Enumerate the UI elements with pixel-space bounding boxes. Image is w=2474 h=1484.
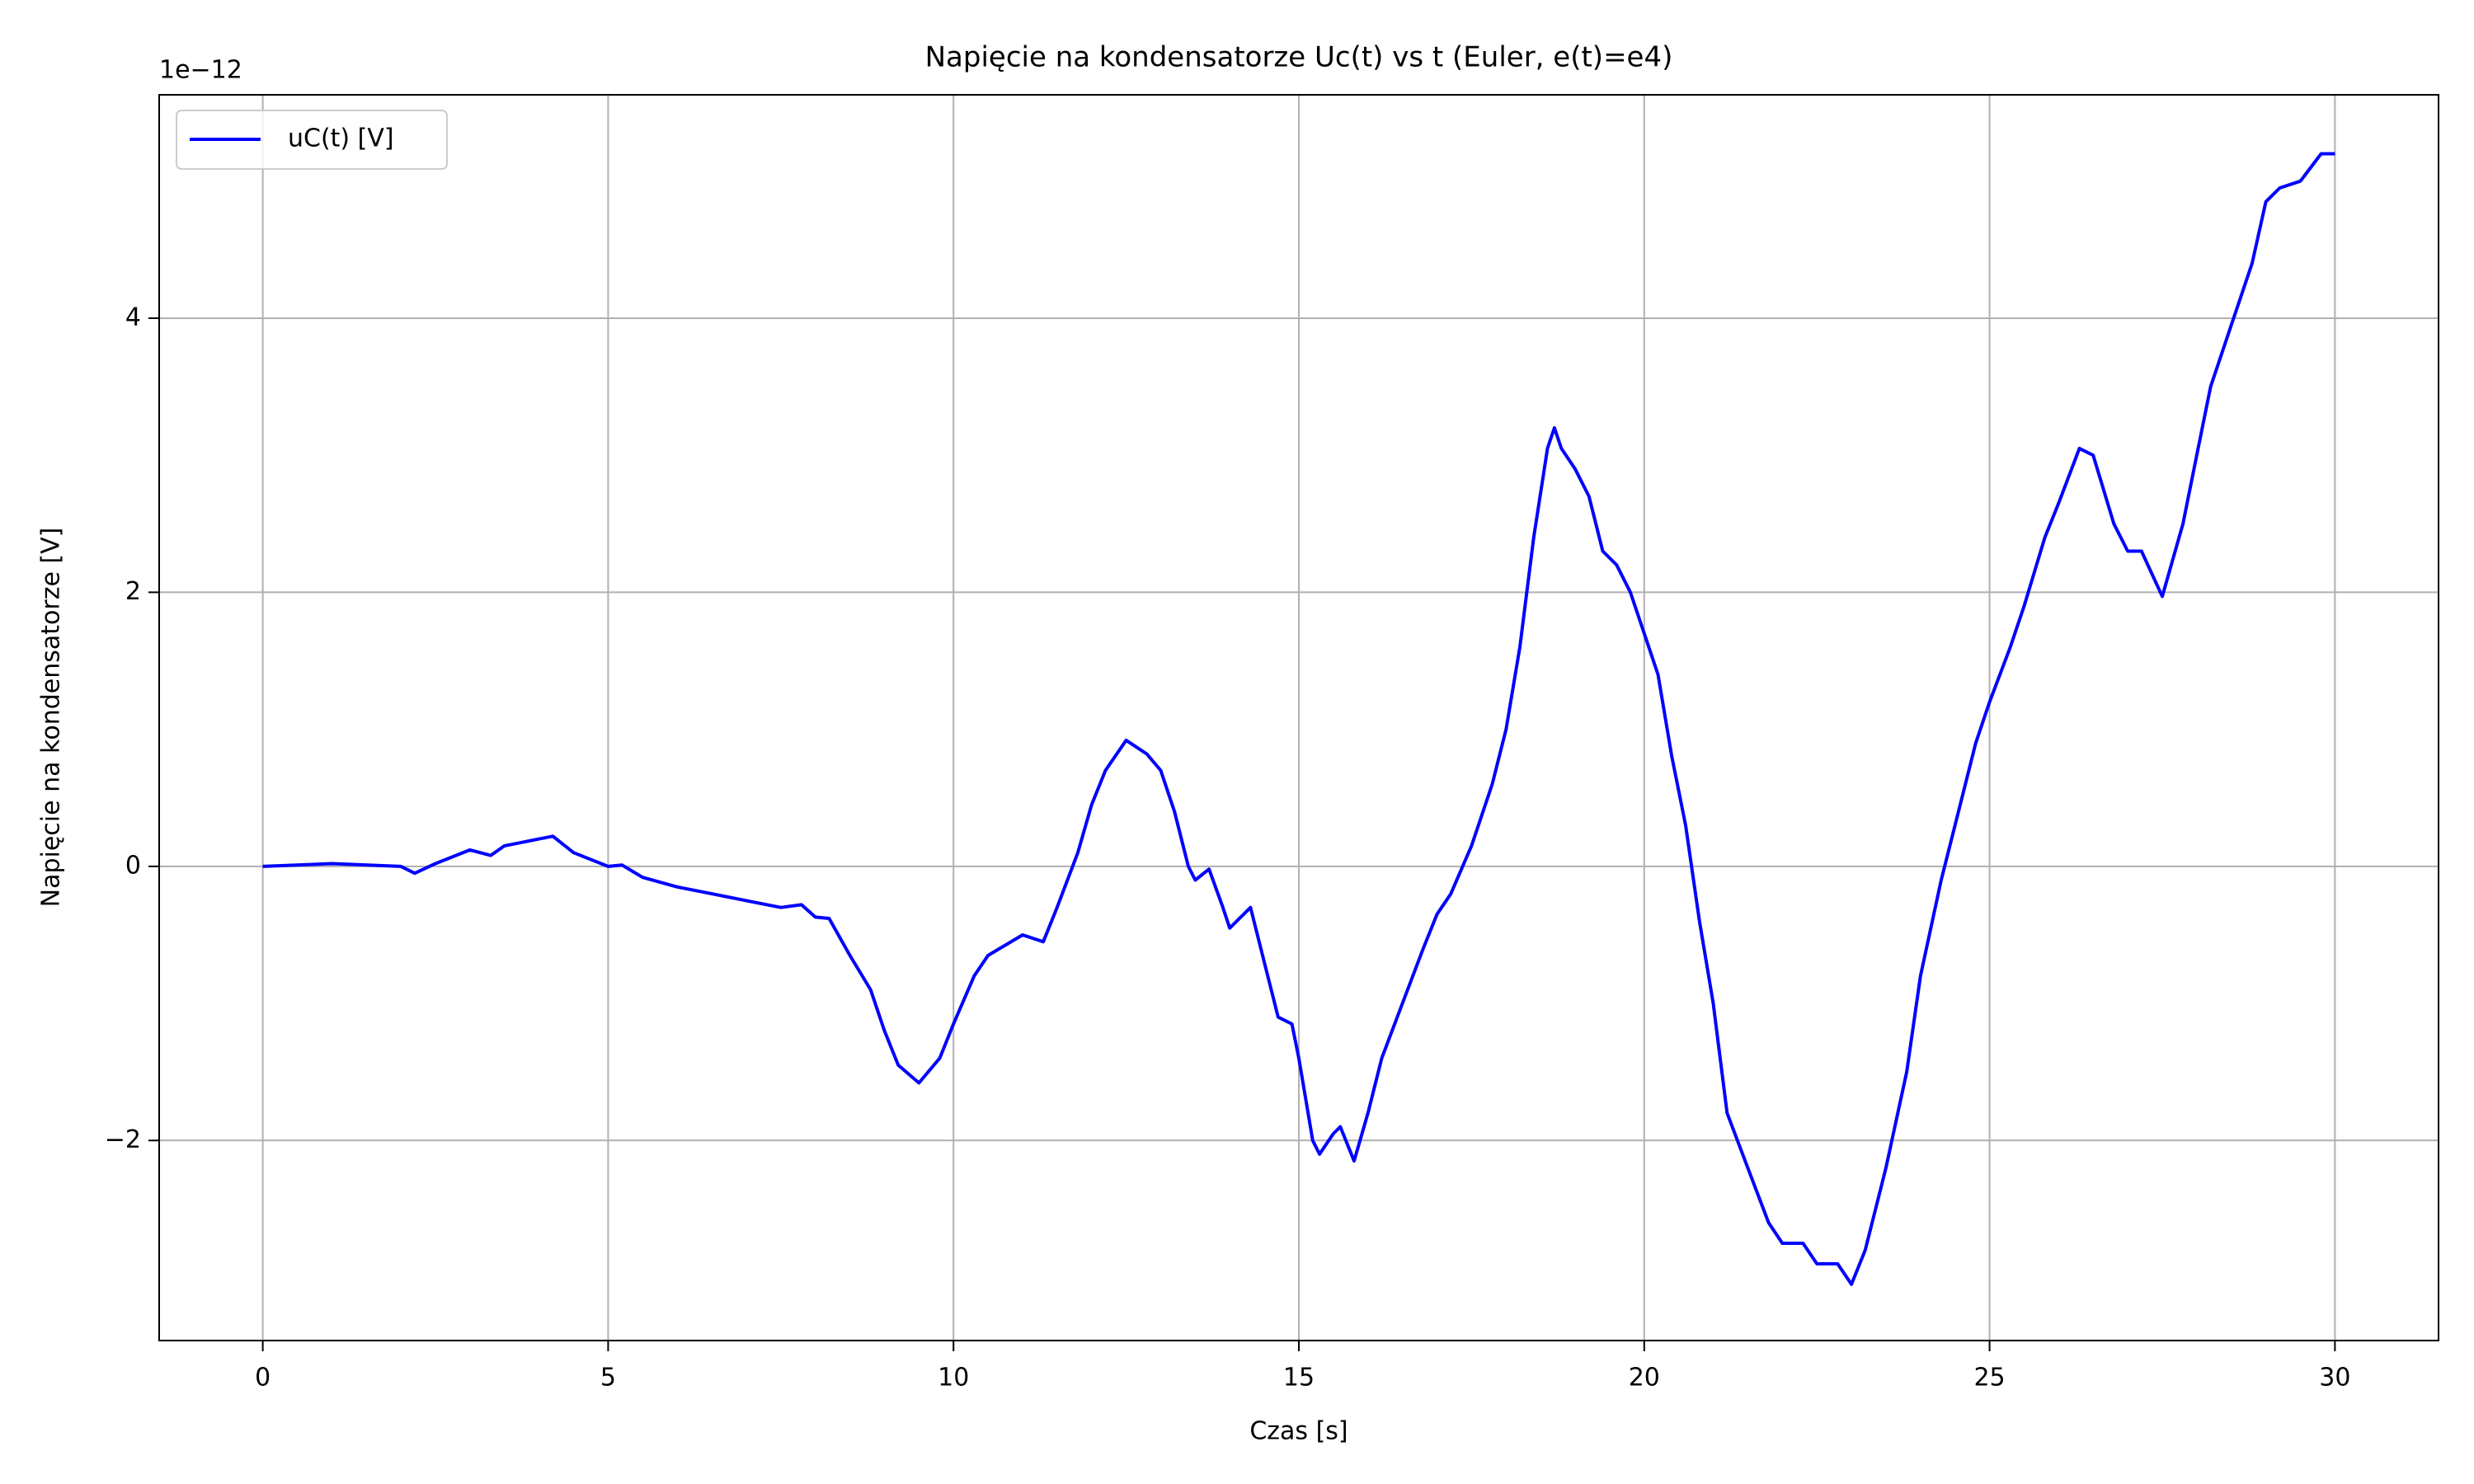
data-line xyxy=(262,152,2335,1286)
x-tick-label: 15 xyxy=(1283,1364,1315,1392)
y-axis-label: Napięcie na kondensatorze [V] xyxy=(37,528,66,908)
chart-title: Napięcie na kondensatorze Uc(t) vs t (Eu… xyxy=(925,41,1673,74)
legend-box xyxy=(176,110,448,170)
x-tick-label: 10 xyxy=(938,1364,969,1392)
y-offset-label: 1e−12 xyxy=(159,56,242,85)
y-tick-label: 4 xyxy=(125,303,141,331)
x-tick-label: 25 xyxy=(1973,1364,2005,1392)
x-tick-label: 5 xyxy=(600,1364,616,1392)
y-tick-label: 0 xyxy=(125,851,141,880)
x-tick-label: 20 xyxy=(1629,1364,1660,1392)
y-tick-label: 2 xyxy=(125,577,141,606)
x-tick-label: 30 xyxy=(2319,1364,2350,1392)
x-axis-label: Czas [s] xyxy=(1249,1417,1348,1446)
plot-frame xyxy=(158,94,2439,1341)
y-tick-label: −2 xyxy=(105,1125,141,1154)
x-tick-label: 0 xyxy=(255,1364,270,1392)
legend-label: uC(t) [V] xyxy=(288,124,394,153)
